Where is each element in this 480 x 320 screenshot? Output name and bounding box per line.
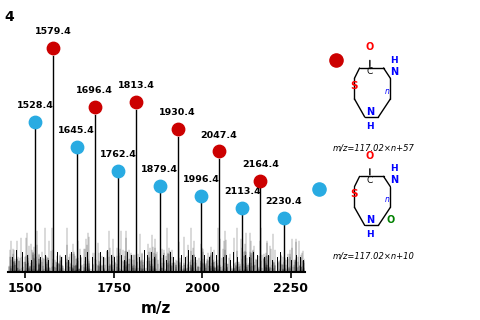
- Point: [174, 127, 181, 132]
- Text: 2113.4: 2113.4: [224, 187, 261, 196]
- Text: m/z=117.02×n+10: m/z=117.02×n+10: [332, 252, 414, 261]
- Point: [197, 193, 205, 198]
- Text: H: H: [366, 122, 373, 131]
- Text: N: N: [366, 215, 374, 225]
- Text: 1996.4: 1996.4: [182, 175, 219, 184]
- Point: [49, 46, 57, 51]
- Text: C: C: [367, 176, 373, 185]
- Text: n: n: [384, 87, 389, 96]
- Text: n: n: [384, 195, 389, 204]
- Text: C: C: [367, 67, 373, 76]
- Point: [257, 178, 264, 183]
- Point: [32, 119, 39, 124]
- Text: 4: 4: [5, 10, 14, 24]
- Point: [215, 149, 223, 154]
- Text: 1696.4: 1696.4: [76, 86, 113, 95]
- Text: m/z=117.02×n+57: m/z=117.02×n+57: [332, 143, 414, 152]
- Text: H: H: [366, 230, 373, 239]
- Text: O: O: [386, 215, 395, 225]
- Text: 1528.4: 1528.4: [17, 101, 54, 110]
- Point: [332, 58, 339, 63]
- Text: H: H: [390, 56, 397, 65]
- Text: S: S: [351, 189, 358, 199]
- Text: O: O: [366, 151, 374, 161]
- Text: N: N: [390, 175, 398, 185]
- Text: 1579.4: 1579.4: [35, 28, 72, 36]
- Point: [280, 215, 288, 220]
- Text: H: H: [390, 164, 397, 173]
- Point: [132, 100, 140, 105]
- Text: 2047.4: 2047.4: [201, 131, 238, 140]
- Text: 1645.4: 1645.4: [59, 126, 95, 135]
- Point: [315, 187, 323, 192]
- Point: [73, 144, 81, 149]
- Text: S: S: [351, 81, 358, 91]
- Text: 1930.4: 1930.4: [159, 108, 196, 117]
- Point: [156, 183, 163, 188]
- X-axis label: m/z: m/z: [141, 301, 171, 316]
- Point: [91, 105, 99, 110]
- Text: 1762.4: 1762.4: [100, 150, 137, 159]
- Text: N: N: [390, 67, 398, 77]
- Text: 1813.4: 1813.4: [118, 82, 155, 91]
- Text: 2164.4: 2164.4: [242, 160, 279, 169]
- Text: N: N: [366, 107, 374, 117]
- Text: 2230.4: 2230.4: [265, 197, 302, 206]
- Text: 1879.4: 1879.4: [141, 165, 178, 174]
- Point: [239, 205, 246, 211]
- Text: O: O: [366, 42, 374, 52]
- Point: [114, 169, 122, 174]
